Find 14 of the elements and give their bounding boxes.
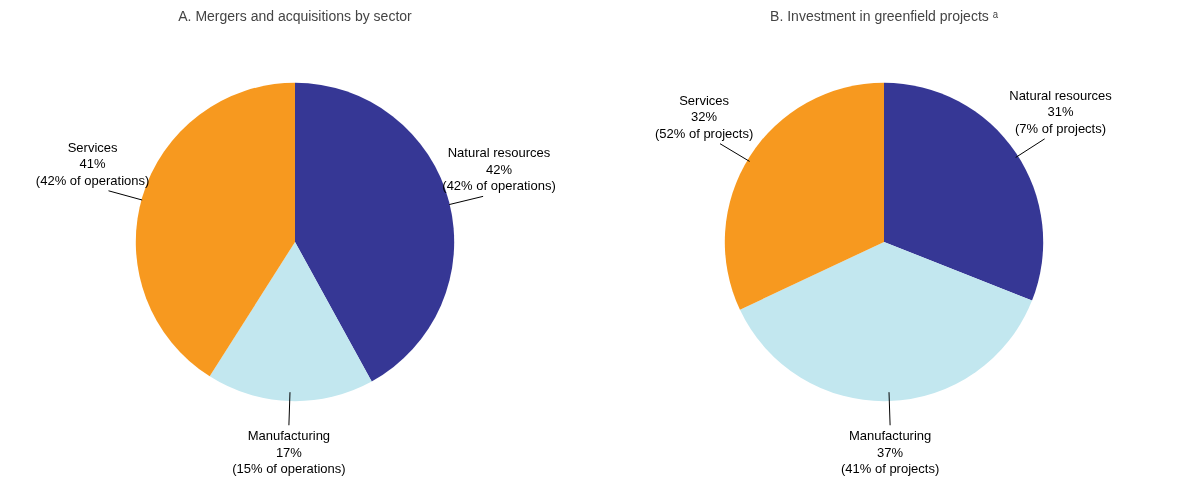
slice-label: Manufacturing bbox=[247, 428, 331, 444]
slice-label: Natural resources bbox=[447, 145, 551, 161]
data-label: 17% (15% of operations) bbox=[232, 444, 346, 477]
chart-title: B. Investment in greenfield projects ᵃ bbox=[770, 7, 999, 24]
data-label: 41% (42% of operations) bbox=[35, 156, 150, 188]
slice-label: Natural resources bbox=[1009, 87, 1113, 103]
slice-label: Services bbox=[679, 92, 730, 108]
data-label: 37% (41% of projects) bbox=[840, 444, 940, 477]
slice-label: Services bbox=[67, 139, 119, 155]
data-label: 42% (42% of operations) bbox=[442, 161, 556, 194]
slice-label: Manufacturing bbox=[848, 428, 932, 444]
data-label: 32% (52% of projects) bbox=[654, 109, 754, 141]
data-label: 31% (7% of projects) bbox=[1015, 104, 1107, 136]
chart-title: A. Mergers and acquisitions by sector bbox=[178, 7, 413, 24]
